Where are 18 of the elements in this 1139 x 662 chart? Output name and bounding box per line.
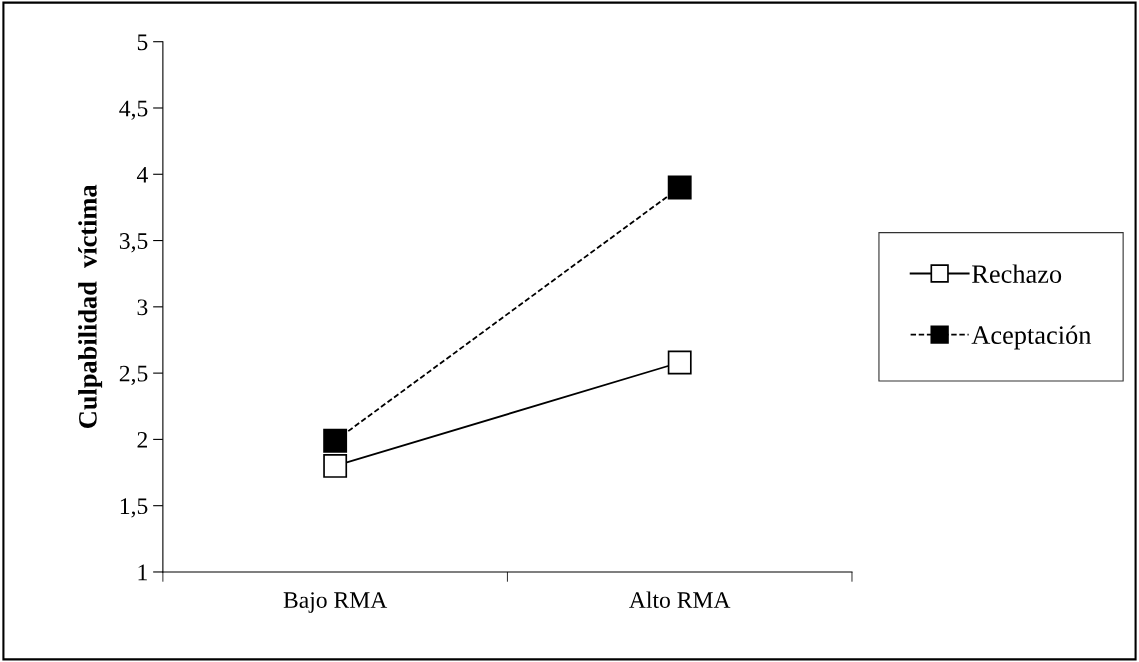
point [667,350,692,375]
x-tick-label: Bajo RMA [283,592,388,613]
y-tick-label: 4 [136,166,148,183]
y-tick-label: 3 [137,299,148,316]
legend-label: Aceptación [971,325,1092,350]
y-tick-label: 2 [137,431,147,448]
point [323,428,348,453]
y-axis-title: Culpabilidad víctima [78,184,103,428]
point [323,453,348,478]
y-tick-label: 5 [137,34,148,51]
legend-label: Rechazo [972,264,1062,283]
y-tick-label: 1,5 [120,498,148,518]
y-tick-label: 4,5 [119,100,148,120]
point [667,175,692,200]
y-tick-label: 2,5 [119,365,148,385]
y-tick-label: 3,5 [119,233,148,253]
y-tick-label: 1 [138,564,147,581]
x-tick-label: Alto RMA [629,591,731,609]
